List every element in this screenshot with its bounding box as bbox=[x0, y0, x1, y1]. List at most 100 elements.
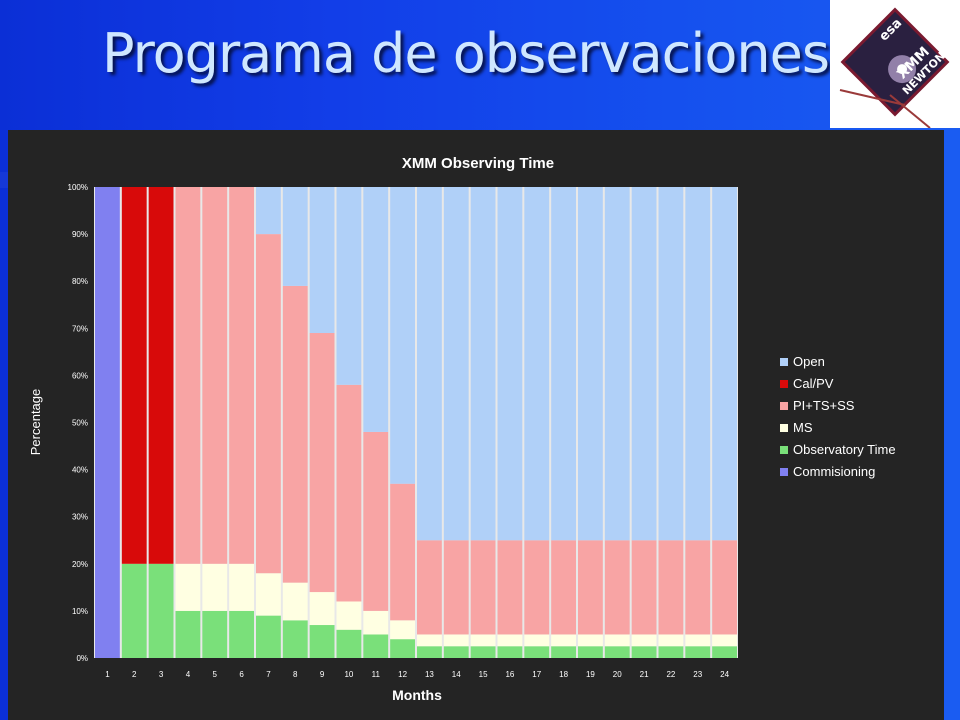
x-tick-label: 9 bbox=[320, 670, 325, 679]
x-tick-label: 17 bbox=[532, 670, 541, 679]
bar-segment bbox=[337, 630, 362, 658]
legend-swatch bbox=[780, 468, 788, 476]
bar-segment bbox=[95, 187, 120, 658]
y-tick-label: 80% bbox=[72, 277, 88, 286]
bar-segment bbox=[685, 646, 710, 658]
bar-segment bbox=[149, 187, 174, 564]
bar-segment bbox=[632, 187, 657, 540]
legend-label: Cal/PV bbox=[793, 376, 834, 391]
bar-segment bbox=[685, 187, 710, 540]
bar-segment bbox=[605, 634, 630, 646]
bar-segment bbox=[363, 611, 388, 635]
y-tick-label: 10% bbox=[72, 607, 88, 616]
x-tick-label: 8 bbox=[293, 670, 298, 679]
xmm-newton-logo: esa XMM NEWTON bbox=[830, 0, 960, 128]
legend-swatch bbox=[780, 358, 788, 366]
bar-segment bbox=[444, 187, 469, 540]
legend-label: Open bbox=[793, 354, 825, 369]
bar-segment bbox=[712, 634, 737, 646]
bar-segment bbox=[498, 646, 523, 658]
x-tick-label: 18 bbox=[559, 670, 568, 679]
x-tick-label: 14 bbox=[452, 670, 461, 679]
legend-swatch bbox=[780, 446, 788, 454]
bar-segment bbox=[578, 646, 603, 658]
bar-segment bbox=[176, 564, 201, 611]
legend-label: PI+TS+SS bbox=[793, 398, 855, 413]
bar-segment bbox=[417, 646, 442, 658]
bar-segment bbox=[632, 646, 657, 658]
bar-segment bbox=[310, 592, 335, 625]
x-tick-label: 7 bbox=[266, 670, 271, 679]
bar-segment bbox=[202, 187, 227, 564]
bar-segment bbox=[149, 564, 174, 658]
bar-segment bbox=[578, 540, 603, 634]
y-tick-label: 70% bbox=[72, 324, 88, 333]
x-tick-label: 11 bbox=[372, 670, 381, 679]
y-tick-label: 60% bbox=[72, 371, 88, 380]
y-tick-label: 0% bbox=[76, 654, 88, 663]
bar-segment bbox=[202, 611, 227, 658]
bar-segment bbox=[551, 540, 576, 634]
chart-title: XMM Observing Time bbox=[402, 155, 554, 172]
y-tick-label: 40% bbox=[72, 466, 88, 475]
observing-time-chart: XMM Observing Time 0% 10% 20% 30% 40% 50% 60% 7… bbox=[8, 130, 944, 720]
bar-segment bbox=[524, 634, 549, 646]
bar-segment bbox=[390, 639, 415, 658]
bar-segment bbox=[390, 620, 415, 639]
bar-segment bbox=[337, 385, 362, 602]
bar-segment bbox=[498, 540, 523, 634]
y-tick-label: 50% bbox=[72, 419, 88, 428]
x-tick-label: 19 bbox=[586, 670, 595, 679]
bar-segment bbox=[632, 540, 657, 634]
bar-segment bbox=[524, 540, 549, 634]
bar-segment bbox=[176, 187, 201, 564]
bar-segment bbox=[471, 187, 496, 540]
bar-segment bbox=[310, 187, 335, 333]
bar-segment bbox=[632, 634, 657, 646]
bar-segment bbox=[310, 625, 335, 658]
bar-segment bbox=[176, 611, 201, 658]
bar-segment bbox=[605, 187, 630, 540]
x-axis-label: Months bbox=[392, 687, 442, 703]
bar-segment bbox=[605, 646, 630, 658]
bar-segment bbox=[363, 634, 388, 658]
bar-segment bbox=[417, 187, 442, 540]
y-axis-label: Percentage bbox=[28, 389, 43, 456]
x-tick-label: 3 bbox=[159, 670, 164, 679]
bar-segment bbox=[471, 634, 496, 646]
bar-segment bbox=[498, 634, 523, 646]
x-tick-label: 2 bbox=[132, 670, 137, 679]
y-tick-label: 100% bbox=[68, 183, 88, 192]
bar-segment bbox=[551, 646, 576, 658]
bar-segment bbox=[444, 540, 469, 634]
x-tick-label: 24 bbox=[720, 670, 729, 679]
bar-segment bbox=[659, 646, 684, 658]
bar-segment bbox=[202, 564, 227, 611]
bar-segment bbox=[363, 432, 388, 611]
x-tick-label: 12 bbox=[398, 670, 407, 679]
legend-label: Commisioning bbox=[793, 464, 875, 479]
legend-swatch bbox=[780, 424, 788, 432]
bar-segment bbox=[256, 234, 281, 573]
bar-segment bbox=[390, 484, 415, 621]
x-axis-ticks: 1 2 3 4 5 6 7 8 9 10 11 12 13 14 15 16 17 18 19 20 21 22 23 24 bbox=[105, 670, 729, 679]
bar-segment bbox=[524, 187, 549, 540]
bar-segment bbox=[712, 187, 737, 540]
bar-segment bbox=[122, 187, 147, 564]
bar-segment bbox=[337, 601, 362, 629]
legend-swatch bbox=[780, 402, 788, 410]
y-tick-label: 90% bbox=[72, 230, 88, 239]
bar-segment bbox=[283, 286, 308, 583]
bar-segment bbox=[229, 564, 254, 611]
bar-segment bbox=[685, 540, 710, 634]
y-tick-label: 20% bbox=[72, 560, 88, 569]
bar-segment bbox=[471, 646, 496, 658]
chart-panel: XMM Observing Time 0% 10% 20% 30% 40% 50% 60% 7… bbox=[8, 130, 944, 720]
legend-label: Observatory Time bbox=[793, 442, 896, 457]
bar-segment bbox=[122, 564, 147, 658]
bar-segment bbox=[578, 634, 603, 646]
x-tick-label: 13 bbox=[425, 670, 434, 679]
bar-segment bbox=[578, 187, 603, 540]
bar-segment bbox=[229, 187, 254, 564]
bar-segment bbox=[659, 634, 684, 646]
